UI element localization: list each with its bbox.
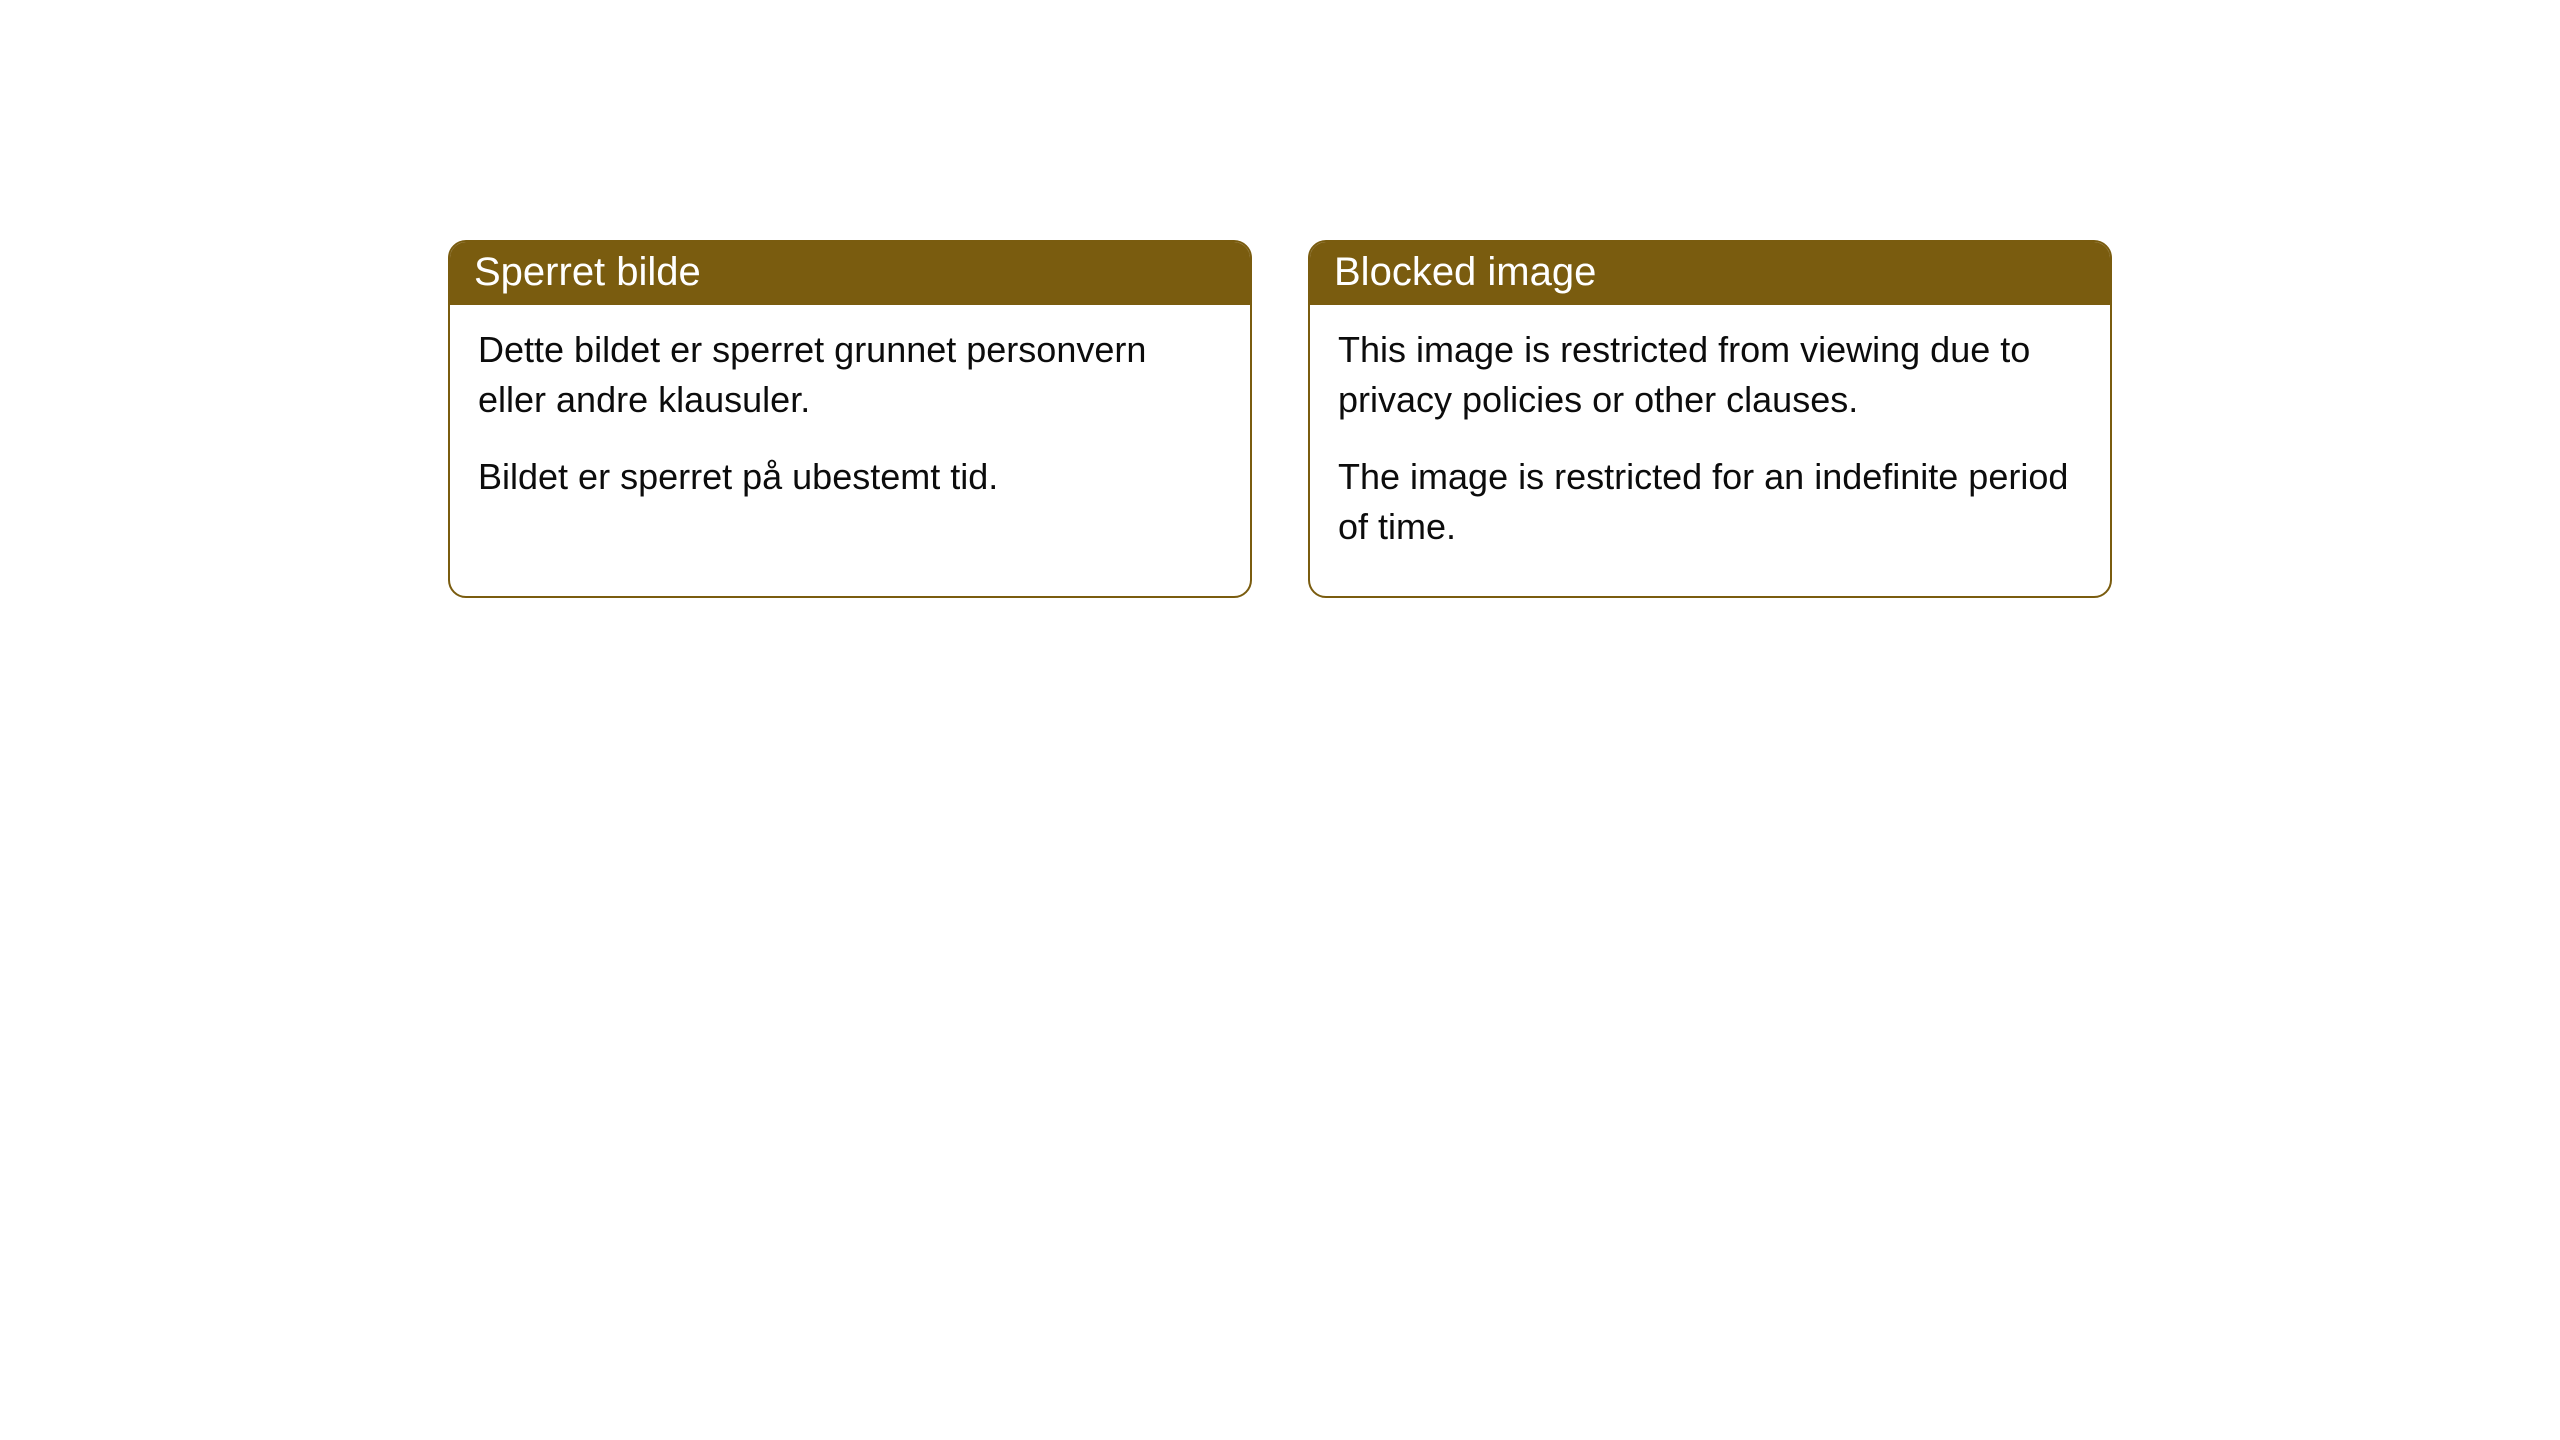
card-norwegian-header: Sperret bilde bbox=[450, 242, 1250, 305]
card-english-paragraph-2: The image is restricted for an indefinit… bbox=[1338, 452, 2082, 551]
cards-container: Sperret bilde Dette bildet er sperret gr… bbox=[448, 240, 2112, 598]
card-english-paragraph-1: This image is restricted from viewing du… bbox=[1338, 325, 2082, 424]
card-english-body: This image is restricted from viewing du… bbox=[1310, 305, 2110, 596]
card-english: Blocked image This image is restricted f… bbox=[1308, 240, 2112, 598]
card-norwegian-paragraph-2: Bildet er sperret på ubestemt tid. bbox=[478, 452, 1222, 502]
card-english-header: Blocked image bbox=[1310, 242, 2110, 305]
card-norwegian: Sperret bilde Dette bildet er sperret gr… bbox=[448, 240, 1252, 598]
card-norwegian-paragraph-1: Dette bildet er sperret grunnet personve… bbox=[478, 325, 1222, 424]
card-norwegian-body: Dette bildet er sperret grunnet personve… bbox=[450, 305, 1250, 546]
